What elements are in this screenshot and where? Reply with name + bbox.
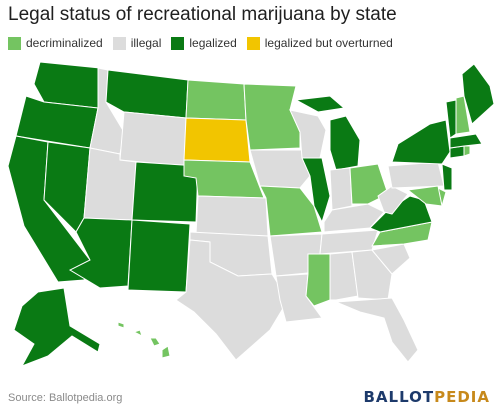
source-note: Source: Ballotpedia.org <box>8 392 123 404</box>
legend-label: illegal <box>130 36 162 50</box>
legend-label: legalized <box>189 36 237 50</box>
legend-item-illegal: illegal <box>112 36 162 50</box>
state-MD[interactable] <box>406 185 443 207</box>
state-MI[interactable] <box>294 95 361 171</box>
state-KS[interactable] <box>195 195 269 237</box>
state-NC[interactable] <box>371 221 433 247</box>
state-NJ[interactable] <box>441 163 453 191</box>
ballotpedia-logo: BALLOTPEDIA <box>364 388 491 406</box>
state-RI[interactable] <box>463 145 471 157</box>
legend-label: decriminalized <box>26 36 103 50</box>
legend-item-decriminalized: decriminalized <box>8 36 103 50</box>
legend-swatch <box>8 36 21 50</box>
state-AL[interactable] <box>329 251 359 301</box>
state-MA[interactable] <box>449 133 483 149</box>
state-ME[interactable] <box>461 63 495 125</box>
legend-label: legalized but overturned <box>264 36 393 50</box>
legend-swatch <box>171 36 185 50</box>
state-TX[interactable] <box>175 239 289 361</box>
logo-part-ballot: BALLOT <box>363 388 435 406</box>
state-SD[interactable] <box>183 117 251 163</box>
state-AK[interactable] <box>13 287 101 367</box>
state-OH[interactable] <box>349 163 389 205</box>
state-NH[interactable] <box>455 95 471 135</box>
legend-item-legalized: legalized <box>171 36 237 50</box>
state-MO[interactable] <box>259 185 323 237</box>
us-map-svg <box>7 61 495 367</box>
legend-swatch <box>112 36 126 50</box>
state-ND[interactable] <box>185 79 247 121</box>
state-CO[interactable] <box>131 161 199 223</box>
state-NY[interactable] <box>391 119 451 165</box>
map-title: Legal status of recreational marijuana b… <box>8 4 397 25</box>
state-MN[interactable] <box>243 83 301 151</box>
state-MT[interactable] <box>105 69 189 119</box>
state-IN[interactable] <box>329 167 353 211</box>
state-MS[interactable] <box>305 253 331 307</box>
state-SC[interactable] <box>371 243 411 275</box>
logo-part-pedia: PEDIA <box>434 388 490 406</box>
legend: decriminalized illegal legalized legaliz… <box>8 36 393 50</box>
state-HI[interactable] <box>117 321 171 359</box>
legend-swatch <box>246 36 260 50</box>
state-FL[interactable] <box>335 297 419 363</box>
state-WA[interactable] <box>33 61 101 109</box>
us-map <box>0 56 500 378</box>
state-IL[interactable] <box>301 157 331 224</box>
state-PA[interactable] <box>387 161 445 189</box>
state-NM[interactable] <box>127 219 191 293</box>
state-WV[interactable] <box>377 185 409 215</box>
legend-item-overturned: legalized but overturned <box>246 36 393 50</box>
state-IA[interactable] <box>249 149 311 189</box>
state-WY[interactable] <box>119 111 187 167</box>
